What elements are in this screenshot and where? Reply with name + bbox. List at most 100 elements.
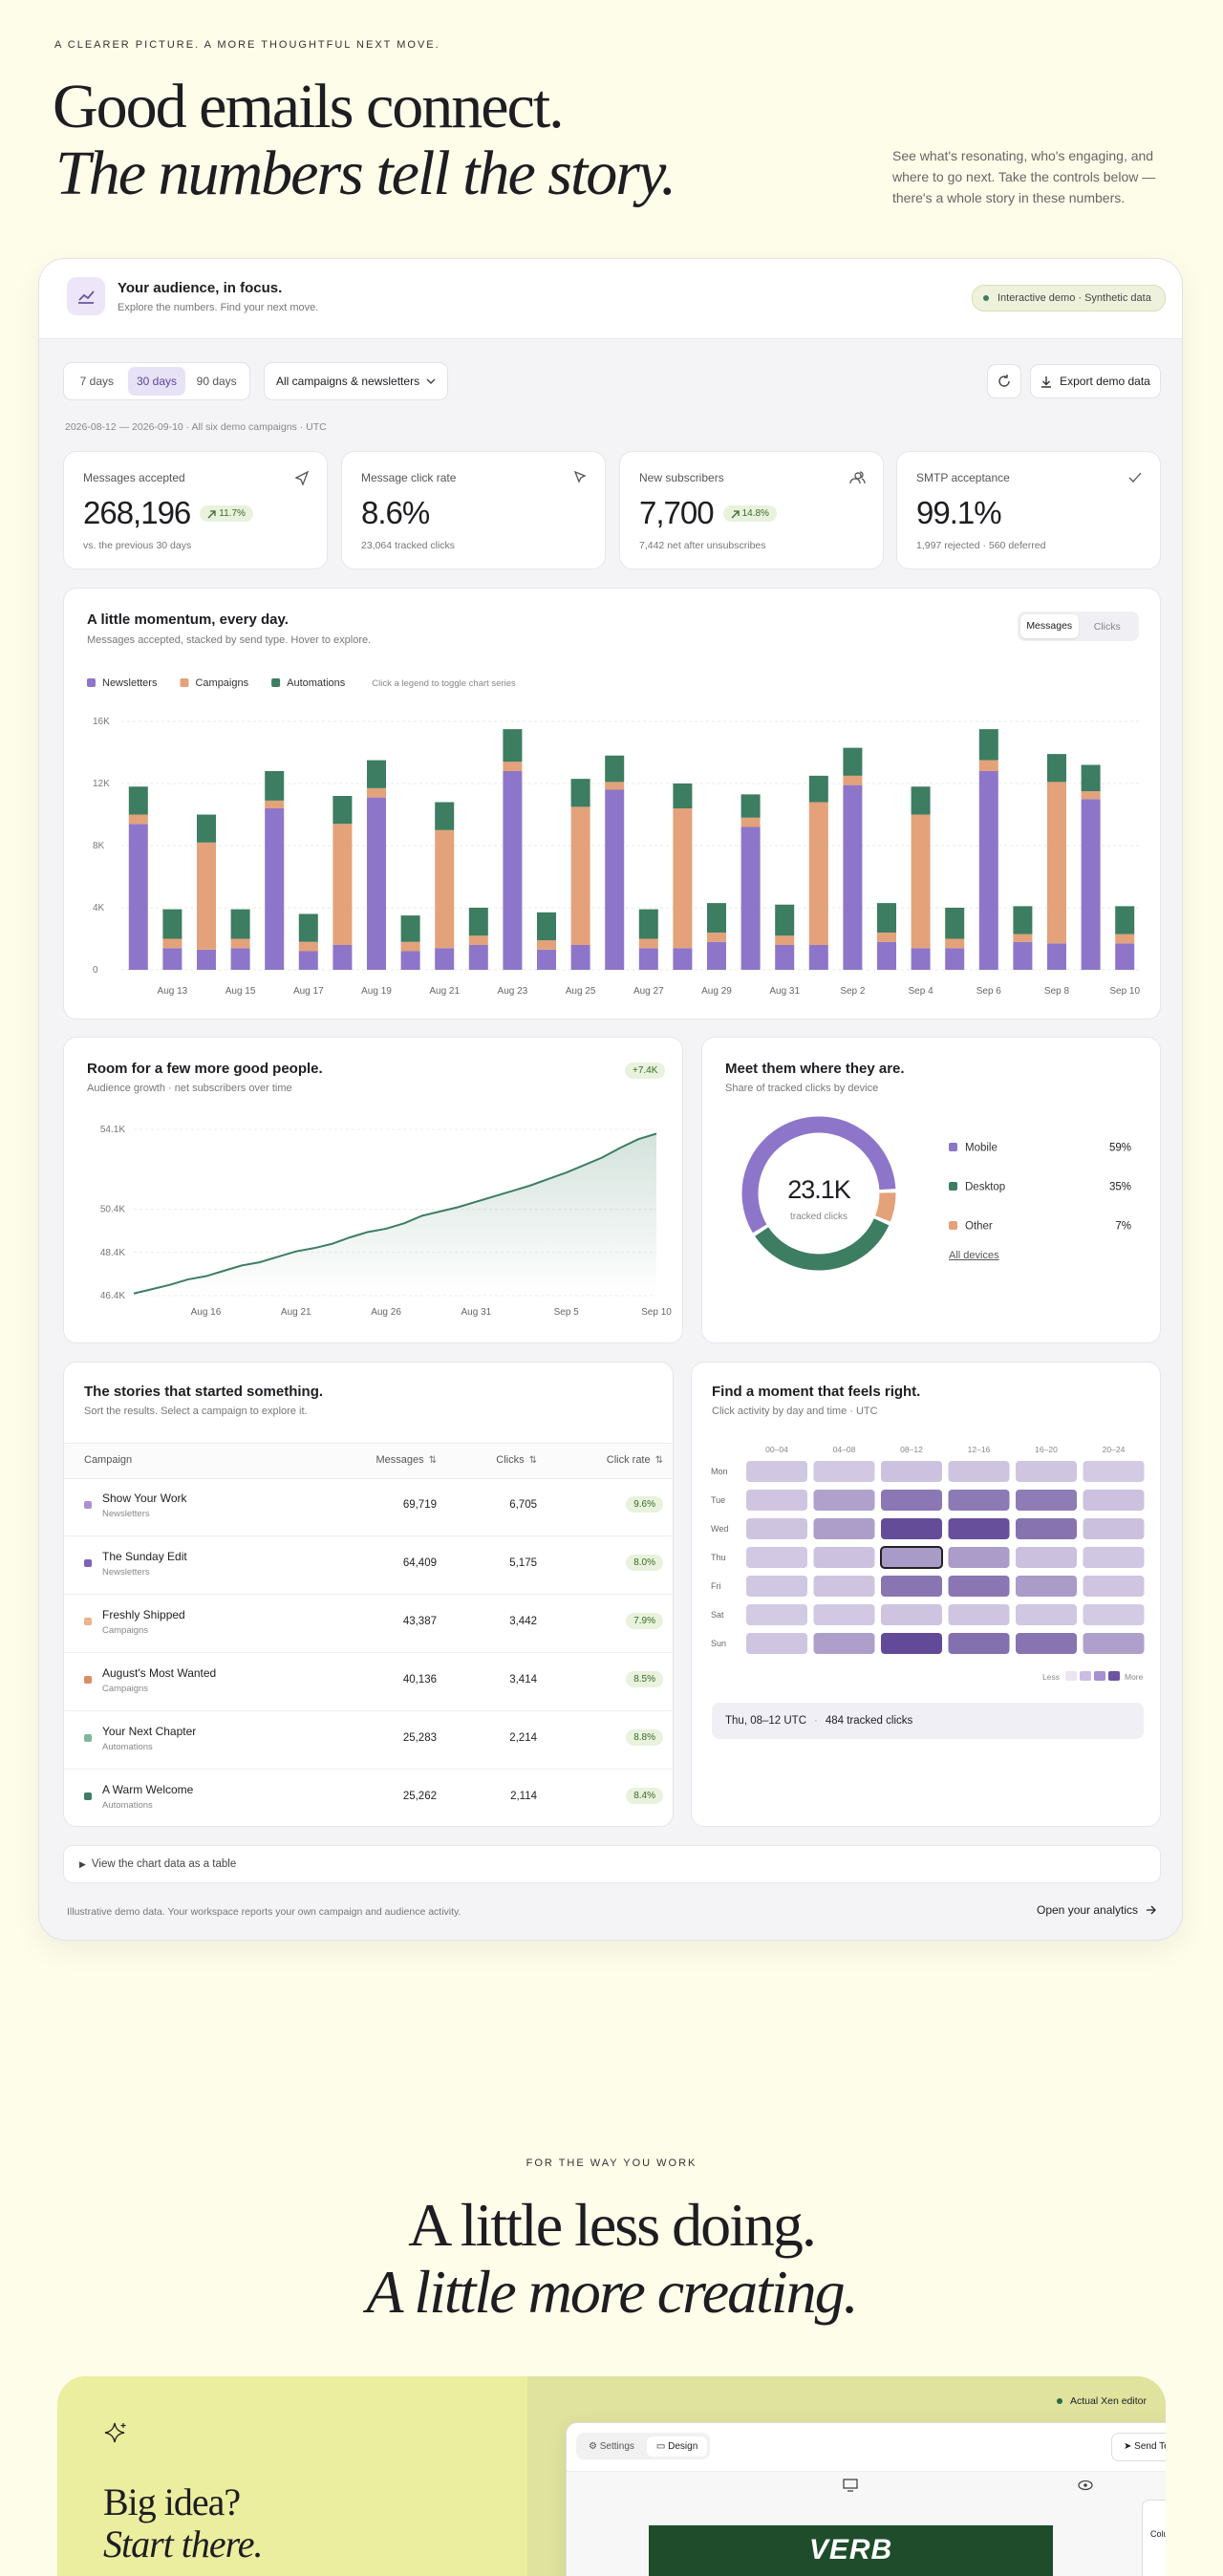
heat-cell[interactable] (1016, 1604, 1077, 1625)
devices-link[interactable]: All devices (949, 1250, 999, 1261)
heat-cell[interactable] (881, 1518, 942, 1539)
table-row[interactable]: A Warm Welcome Automations 25,262 2,114 8.4% (64, 1769, 673, 1826)
bar-segment (1115, 943, 1135, 970)
dashboard: Your audience, in focus. Explore the num… (38, 258, 1183, 1941)
bar-segment (1115, 934, 1135, 944)
heat-cell[interactable] (1083, 1576, 1145, 1597)
campaign-name: The Sunday Edit (102, 1550, 187, 1563)
table-row[interactable]: Your Next Chapter Automations 25,283 2,214 8… (64, 1710, 673, 1770)
badge-text: Interactive demo · Synthetic data (998, 292, 1151, 304)
toggle-active[interactable]: Messages (1020, 614, 1079, 638)
heat-cell[interactable] (813, 1490, 875, 1511)
separator: · (814, 1715, 818, 1727)
disclosure[interactable]: ▶ View the chart data as a table (63, 1845, 1161, 1883)
heat-cell[interactable] (948, 1547, 1010, 1568)
bar-segment (333, 945, 353, 970)
bar-segment (367, 797, 386, 970)
bar-segment (230, 938, 250, 949)
preview-icon[interactable] (1078, 2479, 1093, 2491)
heat-cell[interactable] (746, 1633, 807, 1654)
heat-cell[interactable] (1016, 1576, 1077, 1597)
bar-segment (673, 948, 693, 970)
y-tick-label: 46.4K (100, 1291, 125, 1301)
bar-chart: Newsletters Campaigns Automations Click a l… (87, 677, 1142, 997)
column-header[interactable]: Messages ⇅ (375, 1454, 437, 1466)
heat-cell[interactable] (813, 1547, 875, 1568)
toggle[interactable]: Clicks (1093, 620, 1121, 633)
heat-cell[interactable] (746, 1604, 807, 1625)
table-row[interactable]: Freshly Shipped Campaigns 43,387 3,442 7.9% (64, 1594, 673, 1653)
column-header[interactable]: Clicks ⇅ (496, 1454, 537, 1466)
table-row[interactable]: The Sunday Edit Newsletters 64,409 5,175 8.0… (64, 1535, 673, 1595)
heat-cell[interactable] (1016, 1490, 1077, 1511)
export-button[interactable]: Export demo data (1030, 364, 1161, 398)
dot (983, 295, 989, 301)
clicks: 2,214 (509, 1732, 537, 1744)
heat-cell[interactable] (1083, 1604, 1145, 1625)
tab[interactable]: ⚙ Settings (589, 2440, 634, 2452)
heat-cell[interactable] (746, 1547, 807, 1568)
heat-cell[interactable] (746, 1490, 807, 1511)
heat-cell[interactable] (1016, 1461, 1077, 1482)
heat-cell[interactable] (1083, 1518, 1145, 1539)
table-row[interactable]: August's Most Wanted Campaigns 40,136 3,414… (64, 1652, 673, 1711)
heat-cell[interactable] (881, 1604, 942, 1625)
bar-segment (605, 755, 625, 783)
column-label: Click rate (606, 1454, 651, 1466)
range-option[interactable]: 90 days (196, 375, 237, 388)
heat-cell[interactable] (881, 1461, 942, 1482)
heat-cell[interactable] (746, 1518, 807, 1539)
tab-label: Settings (599, 2440, 634, 2452)
heat-cell[interactable] (1016, 1518, 1077, 1539)
send-button[interactable]: ➤ Send Test (1111, 2433, 1166, 2461)
download-icon (1041, 376, 1052, 388)
bar-segment (367, 760, 386, 788)
column-header[interactable]: Click rate ⇅ (607, 1454, 663, 1466)
heat-cell[interactable] (813, 1604, 875, 1625)
bar-segment (537, 940, 556, 950)
heat-cell[interactable] (948, 1604, 1010, 1625)
range-option[interactable]: 7 days (79, 375, 115, 388)
heat-cell[interactable] (813, 1518, 875, 1539)
growth-card: 46.4K 48.4K 50.4K 54.1K Aug 16 Aug 21 Aug 26 Au… (63, 1037, 683, 1343)
heat-cell[interactable] (813, 1576, 875, 1597)
heat-cell[interactable] (1083, 1490, 1145, 1511)
growth-badge: +7.4K (625, 1063, 666, 1079)
heat-cell[interactable] (948, 1490, 1010, 1511)
tab-label: Design (668, 2440, 698, 2452)
bar-segment (978, 771, 998, 970)
analytics-link[interactable]: Open your analytics (1037, 1903, 1157, 1917)
heat-cell[interactable] (948, 1576, 1010, 1597)
legend-label[interactable]: Campaigns (195, 677, 248, 689)
heat-cell[interactable] (1083, 1547, 1145, 1568)
heat-cell[interactable] (948, 1461, 1010, 1482)
refresh-button[interactable] (987, 364, 1021, 398)
heat-cell[interactable] (948, 1518, 1010, 1539)
heat-cell[interactable] (880, 1546, 943, 1569)
sort-icon: ⇅ (428, 1455, 437, 1466)
send-label: Send Test (1134, 2441, 1166, 2452)
heat-cell[interactable] (881, 1633, 942, 1654)
legend-label[interactable]: Automations (287, 677, 346, 689)
range-active[interactable]: 30 days (127, 367, 186, 396)
heat-cell[interactable] (1083, 1633, 1145, 1654)
desktop-icon[interactable] (843, 2479, 858, 2492)
heat-cell[interactable] (948, 1633, 1010, 1654)
heat-cell[interactable] (1083, 1461, 1145, 1482)
heat-cell[interactable] (813, 1633, 875, 1654)
kpi-label: Message click rate (361, 471, 457, 484)
row-label: Fri (711, 1581, 721, 1591)
heat-cell[interactable] (1016, 1547, 1077, 1568)
heat-cell[interactable] (746, 1576, 807, 1597)
section-eyebrow: FOR THE WAY YOU WORK (526, 2157, 697, 2169)
legend-label[interactable]: Newsletters (102, 677, 158, 689)
area (134, 1133, 656, 1296)
heat-cell[interactable] (1016, 1633, 1077, 1654)
heat-cell[interactable] (881, 1490, 942, 1511)
table-row[interactable]: Show Your Work Newsletters 69,719 6,705 9.6% (64, 1477, 673, 1536)
tab-active[interactable]: ▭ Design (646, 2436, 708, 2457)
heat-cell[interactable] (746, 1461, 807, 1482)
heat-cell[interactable] (813, 1461, 875, 1482)
filter-dropdown[interactable]: All campaigns & newsletters (264, 362, 448, 400)
heat-cell[interactable] (881, 1576, 942, 1597)
